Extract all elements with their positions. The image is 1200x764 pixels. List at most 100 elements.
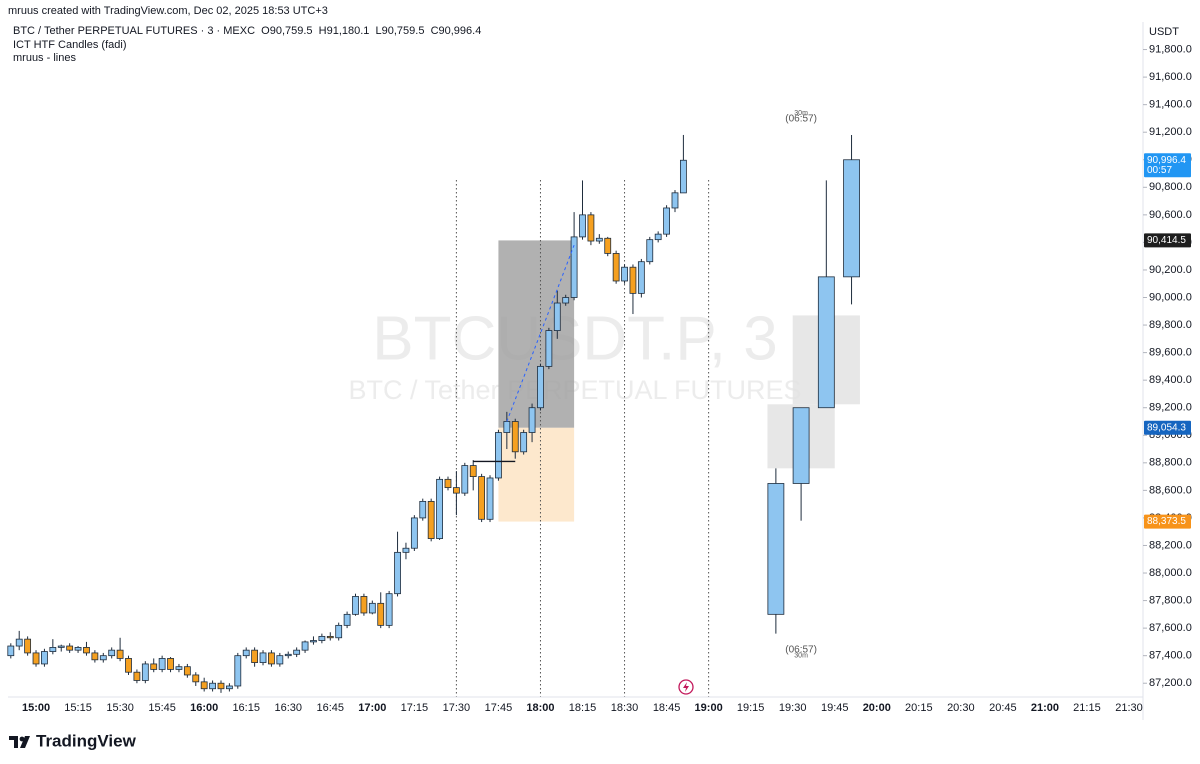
candle-body <box>225 685 233 690</box>
candle-body <box>141 663 149 681</box>
candle-body <box>335 624 343 639</box>
price-label-box <box>1144 233 1191 248</box>
candle-body <box>612 253 620 282</box>
candle-body <box>167 658 174 670</box>
candle-body <box>817 276 835 409</box>
watermark-name: BTC / Tether PERPETUAL FUTURES <box>348 375 801 405</box>
price-label: 88,373.5 <box>1147 516 1186 527</box>
candle-body <box>427 500 435 539</box>
candle-body <box>175 666 183 670</box>
x-tick-label: 18:00 <box>526 702 554 714</box>
candle-body <box>24 638 32 654</box>
candle-body <box>284 653 292 657</box>
x-tick-label: 20:30 <box>947 702 975 714</box>
y-tick-label: 89,800.0 <box>1149 319 1192 331</box>
htf-label: (06:57) <box>785 114 817 125</box>
candle-body <box>621 266 628 282</box>
candle-body <box>150 663 158 670</box>
x-tick-label: 19:45 <box>821 702 849 714</box>
candle-body <box>537 365 544 409</box>
candle-body <box>452 487 460 494</box>
candle-body <box>579 214 586 238</box>
candle-body <box>49 647 57 652</box>
alert-bolt <box>683 682 689 692</box>
y-tick-label: 91,600.0 <box>1149 71 1192 83</box>
price-label-box <box>1144 420 1191 435</box>
candle-body <box>410 517 418 549</box>
y-tick-label: 89,600.0 <box>1149 347 1192 359</box>
candle-body <box>385 593 393 626</box>
x-tick-label: 19:30 <box>779 702 807 714</box>
candle-body <box>767 483 785 615</box>
candle-body <box>843 159 860 278</box>
x-tick-label: 19:15 <box>737 702 765 714</box>
y-tick-label: 90,200.0 <box>1149 264 1192 276</box>
candle-body <box>545 330 553 367</box>
y-tick-label: 88,600.0 <box>1149 484 1192 496</box>
alert-icon[interactable] <box>678 679 694 695</box>
x-tick-label: 20:00 <box>863 702 891 714</box>
x-tick-label: 21:00 <box>1031 702 1059 714</box>
price-label-box <box>1144 514 1191 529</box>
candle-body <box>217 682 225 690</box>
candle-body <box>293 649 301 655</box>
candle-body <box>511 421 519 453</box>
x-tick-label: 15:30 <box>106 702 134 714</box>
candle-body <box>595 237 603 242</box>
y-tick-label: 90,800.0 <box>1149 181 1192 193</box>
candle-body <box>469 465 477 477</box>
candle-body <box>570 236 578 298</box>
candle-body <box>310 640 317 643</box>
candle-body <box>486 477 494 520</box>
candle-body <box>125 658 132 673</box>
y-tick-label: 87,200.0 <box>1149 677 1192 689</box>
candle-body <box>461 465 469 494</box>
y-tick-label: 91,400.0 <box>1149 99 1192 111</box>
candle-body <box>116 649 124 659</box>
x-tick-label: 18:30 <box>611 702 639 714</box>
logo: TradingView <box>9 731 137 750</box>
candle-body <box>553 302 561 331</box>
candle-body <box>377 602 385 626</box>
candle-body <box>352 596 359 615</box>
candle-body <box>792 407 810 484</box>
candle-body <box>654 233 662 241</box>
candle-body <box>66 645 74 651</box>
candle-body <box>478 476 486 520</box>
y-tick-label: 88,000.0 <box>1149 567 1192 579</box>
candle-body <box>242 649 250 657</box>
candle-body <box>520 432 528 453</box>
candle-body <box>234 655 242 687</box>
candle-body <box>503 421 511 433</box>
candle-body <box>637 261 645 294</box>
htf-label: 30m <box>794 110 808 117</box>
price-countdown: 00:57 <box>1147 165 1172 176</box>
y-tick-label: 88,200.0 <box>1149 539 1192 551</box>
x-tick-label: 16:00 <box>190 702 218 714</box>
candle-body <box>604 237 612 254</box>
x-tick-label: 16:15 <box>232 702 260 714</box>
x-tick-label: 16:45 <box>317 702 345 714</box>
candle-body <box>74 647 82 651</box>
candle-body <box>402 547 410 553</box>
x-tick-label: 15:15 <box>64 702 92 714</box>
candle-body <box>192 674 200 683</box>
trend-line <box>506 244 575 422</box>
x-tick-label: 20:15 <box>905 702 933 714</box>
y-tick-label: 91,800.0 <box>1149 43 1192 55</box>
candle-body <box>91 652 99 661</box>
candle-body <box>394 551 401 595</box>
candle-body <box>32 652 40 665</box>
candle-body <box>259 652 267 663</box>
candle-body <box>158 658 166 670</box>
y-tick-label: 89,400.0 <box>1149 374 1192 386</box>
legend: BTC / Tether PERPETUAL FUTURES · 3 · MEX… <box>13 25 481 64</box>
logo-mark <box>9 736 30 748</box>
candle-body <box>562 297 570 304</box>
header: mruus created with TradingView.com, Dec … <box>8 5 328 17</box>
candle-body <box>528 407 536 433</box>
zone-box <box>498 427 575 522</box>
candle-body <box>436 478 443 539</box>
candle-body <box>209 682 216 690</box>
